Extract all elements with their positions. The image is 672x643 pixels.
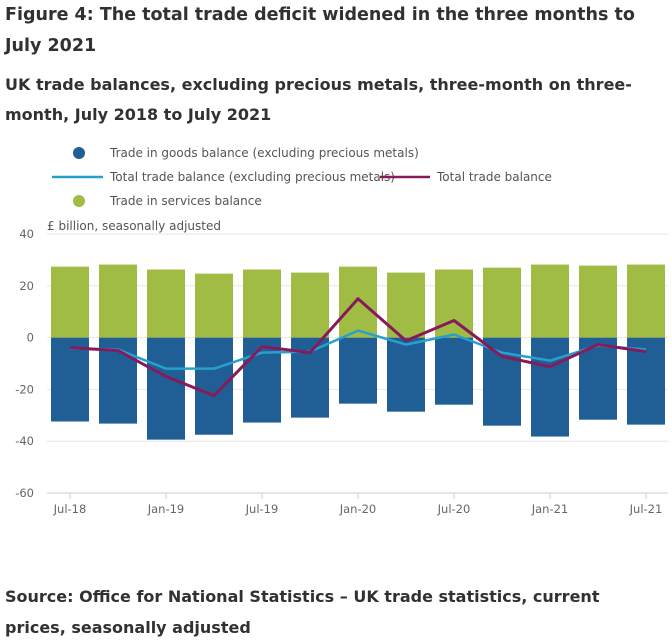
y-tick-label: 0 [27, 331, 34, 345]
y-axis: 40 20 0 -20 -40 -60 [15, 227, 34, 500]
bar-goods [243, 337, 281, 423]
bar-goods [531, 337, 569, 437]
line-series-1 [69, 329, 647, 370]
bar-goods [435, 337, 473, 405]
bar-services [147, 269, 185, 338]
bar-services [531, 264, 569, 338]
bar-services [387, 272, 425, 338]
bar-services [99, 264, 137, 338]
bar-goods [387, 337, 425, 412]
legend: Trade in goods balance (excluding precio… [52, 146, 552, 208]
legend-marker-goods [73, 147, 85, 159]
bar-goods [51, 337, 89, 422]
x-tick-label: Jan-19 [147, 502, 185, 516]
y-tick-label: -20 [15, 382, 34, 396]
lines [69, 297, 647, 398]
legend-label-total: Total trade balance [436, 170, 552, 184]
bar-services [579, 265, 617, 338]
y-tick-label: -40 [15, 434, 34, 448]
line-series-2 [69, 297, 647, 398]
figure-subtitle: UK trade balances, excluding precious me… [5, 75, 632, 124]
x-tick-label: Jan-21 [531, 502, 569, 516]
y-tick-label: 20 [19, 279, 34, 293]
bar-services [51, 266, 89, 338]
y-tick-label: -60 [15, 486, 34, 500]
bar-goods [339, 337, 377, 404]
x-tick-label: Jul-20 [437, 502, 471, 516]
legend-label-services: Trade in services balance [109, 194, 262, 208]
x-axis: Jul-18 Jan-19 Jul-19 Jan-20 Jul-20 Jan-21 Jul-… [53, 493, 663, 516]
legend-label-total-excl: Total trade balance (excluding precious … [109, 170, 395, 184]
bar-goods [195, 337, 233, 435]
x-tick-label: Jul-18 [53, 502, 87, 516]
figure-title: Figure 4: The total trade deficit widene… [5, 5, 635, 56]
bars [51, 264, 665, 440]
source-note: Source: Office for National Statistics –… [5, 587, 600, 637]
legend-label-goods: Trade in goods balance (excluding precio… [109, 146, 419, 160]
bar-services [483, 267, 521, 338]
bar-services [243, 269, 281, 338]
y-axis-label: £ billion, seasonally adjusted [47, 219, 221, 233]
bar-goods [483, 337, 521, 426]
bar-goods [627, 337, 665, 425]
bar-services [195, 273, 233, 338]
bar-goods [147, 337, 185, 440]
bar-services [291, 272, 329, 338]
y-tick-label: 40 [19, 227, 34, 241]
legend-marker-services [73, 195, 85, 207]
bar-services [339, 266, 377, 338]
chart: Trade in goods balance (excluding precio… [15, 146, 668, 516]
bar-services [627, 264, 665, 338]
x-tick-label: Jan-20 [339, 502, 377, 516]
x-tick-label: Jul-21 [629, 502, 663, 516]
x-tick-label: Jul-19 [245, 502, 279, 516]
